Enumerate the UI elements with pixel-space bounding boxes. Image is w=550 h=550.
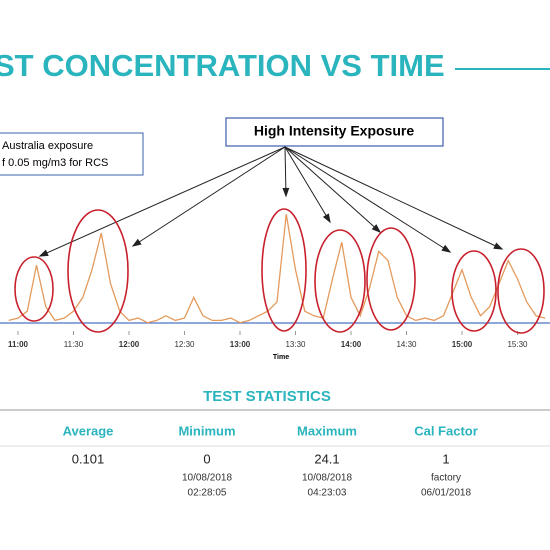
stats-title: TEST STATISTICS xyxy=(203,388,331,405)
arrows xyxy=(38,146,504,257)
x-tick-label: 11:00 xyxy=(8,340,29,349)
arrow-head xyxy=(441,244,452,253)
page-title: ST CONCENTRATION VS TIME xyxy=(0,48,445,83)
arrow-line xyxy=(284,146,503,250)
highlight xyxy=(451,250,497,332)
arrow-line xyxy=(284,146,287,197)
stats-header: Minimum xyxy=(178,423,235,438)
stats-header: Maximum xyxy=(297,423,357,438)
arrow-line xyxy=(39,146,286,257)
highlights xyxy=(14,208,545,334)
stats-detail: 10/08/2018 xyxy=(182,473,232,484)
arrow-head xyxy=(282,187,290,198)
note-line: f 0.05 mg/m3 for RCS xyxy=(2,157,108,169)
x-tick-label: 13:00 xyxy=(230,340,251,349)
x-tick-label: 14:30 xyxy=(396,340,417,349)
note-line: Australia exposure xyxy=(2,140,93,152)
arrow-line xyxy=(284,146,381,233)
highlight xyxy=(261,208,307,332)
stats-value: 24.1 xyxy=(314,451,339,466)
arrow-head xyxy=(38,249,49,257)
note-box xyxy=(0,132,144,176)
arrow-head xyxy=(493,242,504,250)
highlight xyxy=(314,229,366,333)
stats-detail: 10/08/2018 xyxy=(302,473,352,484)
arrow-line xyxy=(284,146,331,223)
stats-detail: 04:23:03 xyxy=(308,488,347,499)
stats-header: Cal Factor xyxy=(414,423,478,438)
arrow-line xyxy=(132,146,286,247)
stats-value: 1 xyxy=(442,451,449,466)
data-line xyxy=(8,214,546,324)
x-axis-label: Time xyxy=(273,354,289,361)
x-tick-label: 14:00 xyxy=(341,340,362,349)
x-tick-label: 13:30 xyxy=(285,340,306,349)
x-tick-label: 15:30 xyxy=(507,340,528,349)
stats-value: 0 xyxy=(203,451,210,466)
arrow-head xyxy=(371,224,382,233)
x-tick-label: 11:30 xyxy=(64,340,84,349)
highlight xyxy=(14,256,54,322)
stats-table: Average 0.101 Minimum 0 10/08/2018 02:28:05 Ma… xyxy=(63,423,478,498)
arrow-head xyxy=(131,238,142,247)
plot: 11:00 11:30 12:00 12:30 13:00 13:30 14:00 14:30… xyxy=(0,214,550,361)
callout-text: High Intensity Exposure xyxy=(254,123,414,139)
highlight xyxy=(497,248,545,334)
x-tick-label: 12:00 xyxy=(119,340,140,349)
highlight xyxy=(67,209,129,333)
callout-box xyxy=(225,117,444,147)
x-tick-label: 15:00 xyxy=(452,340,473,349)
stats-detail: 06/01/2018 xyxy=(421,488,471,499)
highlight xyxy=(366,227,416,331)
arrow-head xyxy=(322,213,331,224)
stats-header: Average xyxy=(63,423,114,438)
x-tick-label: 12:30 xyxy=(174,340,195,349)
stats-detail: factory xyxy=(431,473,461,484)
stats-value: 0.101 xyxy=(72,451,105,466)
stats-detail: 02:28:05 xyxy=(188,488,227,499)
arrow-line xyxy=(284,146,451,253)
